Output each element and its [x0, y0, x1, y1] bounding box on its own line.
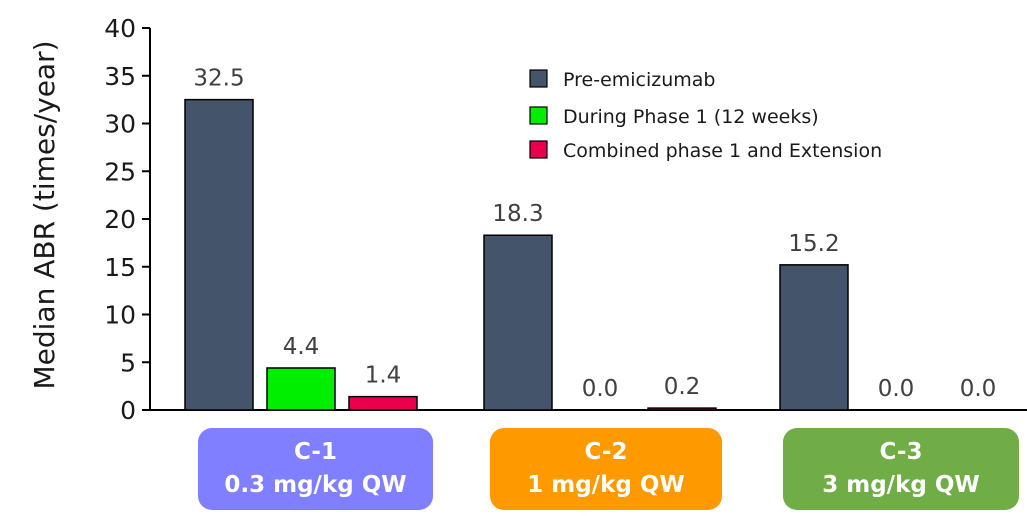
bar-c-1-series-1 [184, 98, 254, 411]
legend-swatch [529, 106, 548, 125]
data-labels: 32.5 4.4 1.4 18.3 0.0 0.2 15.2 0.0 0.0 [193, 66, 996, 402]
bar-chart: Median ABR (times/year) 0 5 10 15 20 25 30 35 40… [28, 14, 1027, 425]
y-tick-label: 5 [120, 348, 136, 377]
legend-label: During Phase 1 (12 weeks) [563, 106, 819, 128]
bar-c-1-series-3 [348, 395, 418, 411]
group-label-c1: C-1 0.3 mg/kg QW [198, 428, 433, 510]
data-label: 4.4 [283, 334, 320, 360]
legend-swatch [529, 69, 548, 88]
group-label-c2: C-2 1 mg/kg QW [490, 428, 722, 510]
y-tick-label: 40 [104, 14, 136, 43]
legend-swatch [529, 140, 548, 159]
group-dose: 3 mg/kg QW [822, 472, 980, 498]
y-axis-label: Median ABR (times/year) [28, 40, 61, 389]
y-tick-label: 25 [104, 157, 136, 186]
group-code: C-3 [879, 439, 923, 465]
y-axis: 0 5 10 15 20 25 30 35 40 [104, 14, 1027, 425]
data-label: 15.2 [788, 231, 839, 257]
y-tick-label: 30 [104, 110, 136, 139]
legend-label: Pre-emicizumab [563, 69, 716, 91]
group-code: C-2 [584, 439, 628, 465]
group-dose: 0.3 mg/kg QW [224, 472, 407, 498]
data-label: 0.0 [878, 376, 915, 402]
data-label: 0.0 [582, 376, 619, 402]
group-label-c3: C-3 3 mg/kg QW [783, 428, 1019, 510]
y-tick-label: 35 [104, 62, 136, 91]
y-tick-label: 15 [104, 253, 136, 282]
bar-c-3-series-1 [779, 264, 849, 411]
bar-c-1-series-2 [266, 367, 336, 411]
group-dose: 1 mg/kg QW [527, 472, 685, 498]
y-tick-label: 10 [104, 301, 136, 330]
legend-label: Combined phase 1 and Extension [563, 140, 882, 162]
legend: Pre-emicizumab During Phase 1 (12 weeks) C… [529, 69, 882, 162]
y-tick-label: 20 [104, 205, 136, 234]
bar-c-2-series-1 [483, 234, 553, 411]
bars [184, 98, 849, 411]
group-code: C-1 [294, 439, 337, 465]
data-label: 0.0 [960, 376, 997, 402]
data-label: 0.2 [664, 374, 701, 400]
data-label: 1.4 [365, 363, 402, 389]
data-label: 32.5 [193, 66, 244, 92]
bar-c-2-series-3 [647, 407, 717, 411]
data-label: 18.3 [492, 201, 543, 227]
y-tick-label: 0 [120, 396, 136, 425]
